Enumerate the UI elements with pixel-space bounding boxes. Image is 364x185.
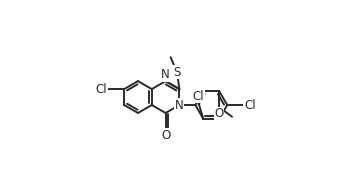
- Text: Cl: Cl: [244, 99, 256, 112]
- Text: N: N: [161, 68, 170, 81]
- Text: N: N: [175, 99, 184, 112]
- Text: Cl: Cl: [96, 83, 107, 96]
- Text: S: S: [173, 66, 181, 79]
- Text: O: O: [161, 129, 170, 142]
- Text: Cl: Cl: [193, 90, 204, 103]
- Text: O: O: [215, 107, 224, 120]
